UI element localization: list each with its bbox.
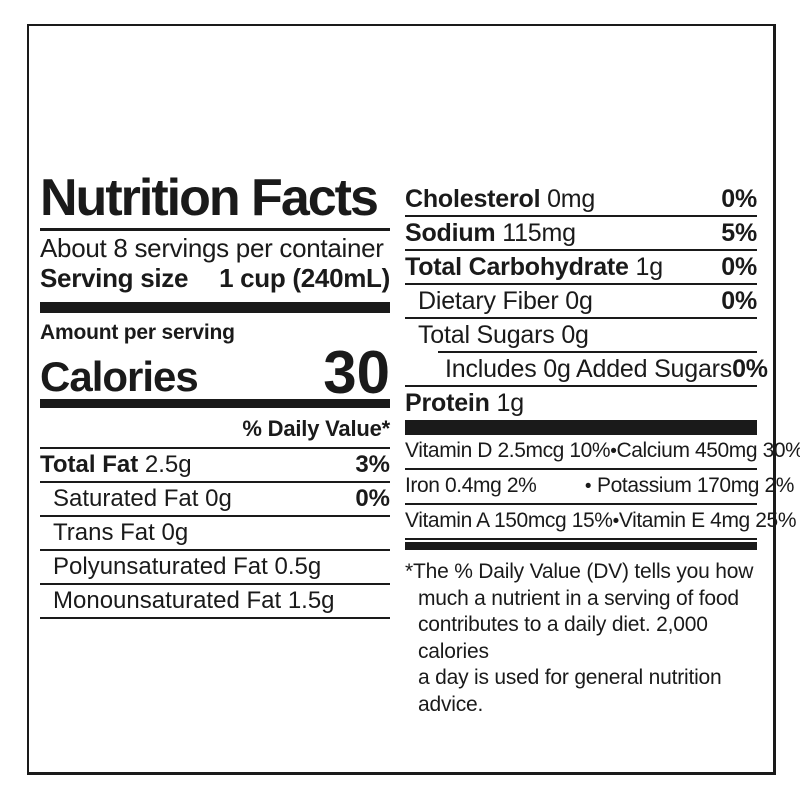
micronutrient-right: Calcium 450mg 30% [616, 439, 800, 462]
nutrient-row-sodium: Sodium 115mg 5% [405, 217, 757, 251]
nutrient-row-added-sugars: Includes 0g Added Sugars 0% [405, 353, 768, 387]
thick-divider-bar [40, 302, 390, 313]
bullet-icon: • [612, 511, 620, 532]
micronutrient-row: Iron 0.4mg 2% • Potassium 170mg 2% [405, 470, 795, 505]
nutrient-name: Dietary Fiber [418, 287, 559, 315]
nutrient-dv: 0% [721, 185, 757, 213]
nutrient-dv: 3% [355, 451, 390, 478]
nutrient-amount: 0mg [547, 185, 596, 213]
nutrient-amount: 0g [565, 287, 593, 315]
right-column: Cholesterol 0mg 0% Sodium 115mg 5% Total… [405, 183, 800, 718]
nutrient-amount: 115mg [502, 219, 576, 247]
micronutrient-row: Vitamin D 2.5mcg 10% • Calcium 450mg 30% [405, 435, 800, 470]
bullet-icon: • [610, 441, 617, 462]
nutrient-amount: 0g [561, 321, 589, 349]
nutrient-row-dietary-fiber: Dietary Fiber 0g 0% [405, 285, 757, 319]
servings-per-container: About 8 servings per container [40, 233, 384, 263]
serving-size-value: 1 cup (240mL) [219, 263, 390, 293]
nutrient-name: Monounsaturated Fat [53, 587, 282, 614]
micronutrient-row: Vitamin A 150mcg 15% • Vitamin E 4mg 25% [405, 505, 797, 540]
indented-separator [438, 351, 757, 353]
nutrient-row-saturated-fat: Saturated Fat 0g 0% [40, 483, 390, 517]
daily-value-header: % Daily Value* [40, 408, 390, 449]
nutrient-amount: 1.5g [287, 587, 335, 614]
nutrient-name: Total Fat [40, 451, 139, 478]
nutrient-dv: 0% [355, 485, 390, 512]
nutrient-dv: 0% [732, 355, 768, 383]
nutrient-row-protein: Protein 1g [405, 387, 757, 420]
micronutrient-left: Iron 0.4mg 2% [405, 474, 537, 497]
label-title: Nutrition Facts [40, 169, 379, 227]
nutrient-name: Trans Fat [53, 519, 155, 546]
nutrient-row-cholesterol: Cholesterol 0mg 0% [405, 183, 757, 217]
title-rule [40, 228, 390, 231]
nutrient-name: Protein [405, 389, 490, 417]
nutrient-name: Cholesterol [405, 185, 541, 213]
serving-size-label: Serving size [40, 263, 189, 293]
nutrient-row-trans-fat: Trans Fat 0g [40, 517, 390, 551]
nutrient-name: Includes 0g Added Sugars [445, 355, 733, 383]
calories-row: Calories 30 [40, 338, 390, 406]
nutrient-row-monounsaturated-fat: Monounsaturated Fat 1.5g [40, 585, 390, 619]
nutrient-amount: 1g [496, 389, 524, 417]
nutrient-row-total-fat: Total Fat 2.5g 3% [40, 449, 390, 483]
nutrient-dv: 0% [721, 253, 757, 281]
micronutrient-right: Potassium 170mg 2% [597, 474, 795, 497]
nutrient-name: Total Sugars [418, 321, 555, 349]
footnote-line: much a nutrient in a serving of food [418, 586, 739, 610]
nutrient-amount: 0g [161, 519, 189, 546]
nutrient-row-total-sugars: Total Sugars 0g [405, 319, 757, 351]
nutrient-name: Polyunsaturated Fat [53, 553, 268, 580]
footnote-line: *The % Daily Value (DV) tells you how [405, 560, 754, 583]
nutrient-amount: 2.5g [144, 451, 192, 478]
left-column: Nutrition Facts About 8 servings per con… [40, 172, 390, 619]
micronutrient-right: Vitamin E 4mg 25% [618, 509, 797, 532]
nutrition-label-frame: Nutrition Facts About 8 servings per con… [27, 24, 800, 775]
medium-divider-bar [40, 399, 390, 408]
footnote-line: contributes to a daily diet. 2,000 calor… [418, 613, 708, 663]
footnote-line: a day is used for general nutrition advi… [418, 666, 722, 716]
nutrient-dv: 5% [721, 219, 757, 247]
nutrient-row-polyunsaturated-fat: Polyunsaturated Fat 0.5g [40, 551, 390, 585]
nutrient-dv: 0% [721, 287, 757, 315]
nutrient-row-total-carbohydrate: Total Carbohydrate 1g 0% [405, 251, 757, 285]
thick-divider-bar [405, 420, 757, 435]
micronutrient-left: Vitamin D 2.5mcg 10% [405, 439, 611, 462]
bullet-icon: • [584, 476, 592, 497]
medium-divider-bar [405, 542, 757, 550]
daily-value-footnote: *The % Daily Value (DV) tells you how mu… [405, 559, 757, 718]
calories-value: 30 [323, 338, 390, 406]
micronutrient-left: Vitamin A 150mcg 15% [405, 509, 613, 532]
calories-label: Calories [40, 353, 199, 401]
nutrient-amount: 0.5g [274, 553, 322, 580]
nutrient-amount: 0g [205, 485, 232, 512]
nutrient-amount: 1g [635, 253, 664, 281]
serving-size-row: Serving size 1 cup (240mL) [40, 263, 390, 293]
nutrient-name: Saturated Fat [53, 485, 199, 512]
nutrient-name: Total Carbohydrate [405, 253, 629, 281]
nutrient-name: Sodium [405, 219, 496, 247]
amount-per-serving-label: Amount per serving [40, 321, 235, 344]
